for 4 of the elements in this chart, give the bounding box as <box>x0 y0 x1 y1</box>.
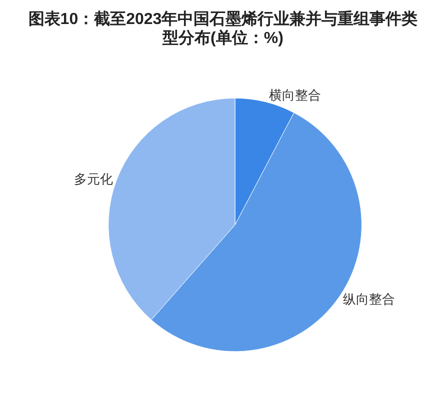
slice-label: 纵向整合 <box>343 292 396 307</box>
slice-label: 横向整合 <box>269 87 322 102</box>
chart-title: 图表10：截至2023年中国石墨烯行业兼并与重组事件类型分布(单位：%) <box>27 10 419 48</box>
slice-label: 多元化 <box>74 172 113 187</box>
